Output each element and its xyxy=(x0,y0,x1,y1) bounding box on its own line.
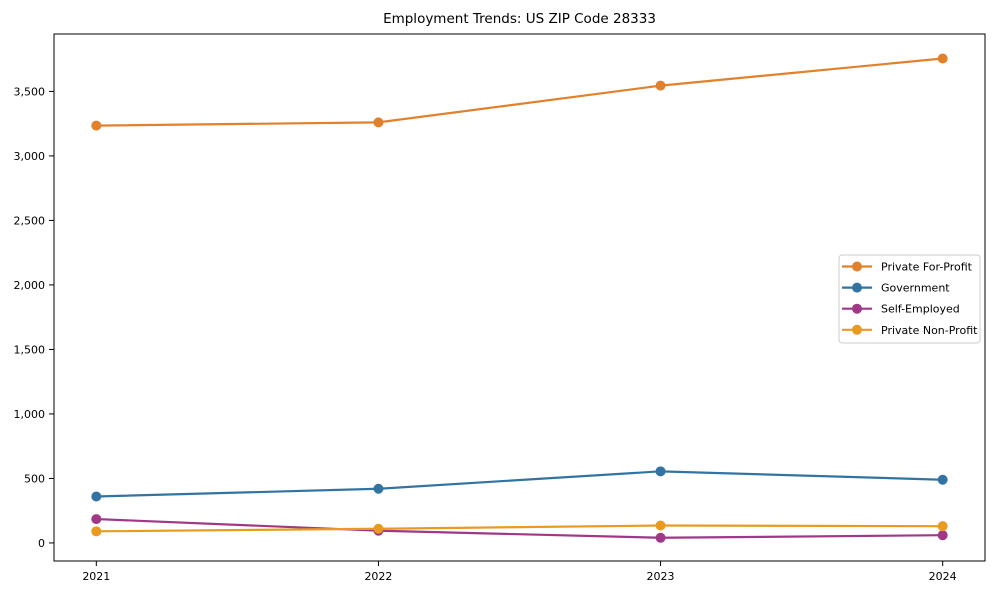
series-line-private-non-profit xyxy=(96,524,943,533)
x-tick-label: 2023 xyxy=(647,570,675,583)
legend: Private For-Profit Government Self-Employe… xyxy=(838,254,981,344)
y-tick-label: 3,500 xyxy=(14,85,46,98)
data-point-self-employed xyxy=(655,532,666,543)
data-point-private-for-profit xyxy=(91,120,102,131)
y-tick-label: 2,500 xyxy=(14,214,46,227)
legend-label: Private Non-Profit xyxy=(881,324,978,337)
legend-box xyxy=(838,254,981,344)
legend-label: Government xyxy=(881,282,950,295)
data-point-private-for-profit xyxy=(937,53,948,64)
x-tick-label: 2022 xyxy=(364,570,392,583)
legend-marker-icon xyxy=(852,303,862,314)
x-tick-label: 2024 xyxy=(929,570,957,583)
data-point-private-non-profit xyxy=(655,520,666,531)
legend-entry-government: Government xyxy=(842,282,950,295)
legend-marker-icon xyxy=(852,261,862,272)
data-point-private-for-profit xyxy=(655,80,666,91)
legend-marker-icon xyxy=(852,324,862,335)
x-tick-label: 2021 xyxy=(82,570,110,583)
legend-label: Private For-Profit xyxy=(881,261,973,274)
data-point-government xyxy=(91,491,102,502)
plot-border xyxy=(53,33,986,562)
data-point-private-non-profit xyxy=(373,523,384,534)
data-point-private-non-profit xyxy=(91,526,102,537)
legend-entry-private-non-profit: Private Non-Profit xyxy=(842,324,978,337)
data-point-self-employed xyxy=(937,530,948,541)
legend-entry-private-for-profit: Private For-Profit xyxy=(842,261,973,274)
data-point-private-non-profit xyxy=(937,521,948,532)
y-tick-label: 2,000 xyxy=(14,279,46,292)
data-point-government xyxy=(655,466,666,477)
chart-title: Employment Trends: US ZIP Code 28333 xyxy=(383,11,656,27)
y-tick-label: 500 xyxy=(24,472,45,485)
y-tick-label: 3,000 xyxy=(14,150,46,163)
series-line-private-for-profit xyxy=(96,57,943,127)
legend-entry-self-employed: Self-Employed xyxy=(842,303,960,316)
data-point-government xyxy=(937,474,948,485)
legend-label: Self-Employed xyxy=(881,303,960,316)
data-point-private-for-profit xyxy=(373,117,384,128)
legend-marker-icon xyxy=(852,282,862,293)
series-line-government xyxy=(96,470,943,498)
y-tick-label: 0 xyxy=(38,537,45,550)
series-line-self-employed xyxy=(96,517,943,539)
data-point-government xyxy=(373,483,384,494)
y-tick-label: 1,500 xyxy=(14,343,46,356)
data-point-self-employed xyxy=(91,514,102,525)
y-tick-label: 1,000 xyxy=(14,408,46,421)
